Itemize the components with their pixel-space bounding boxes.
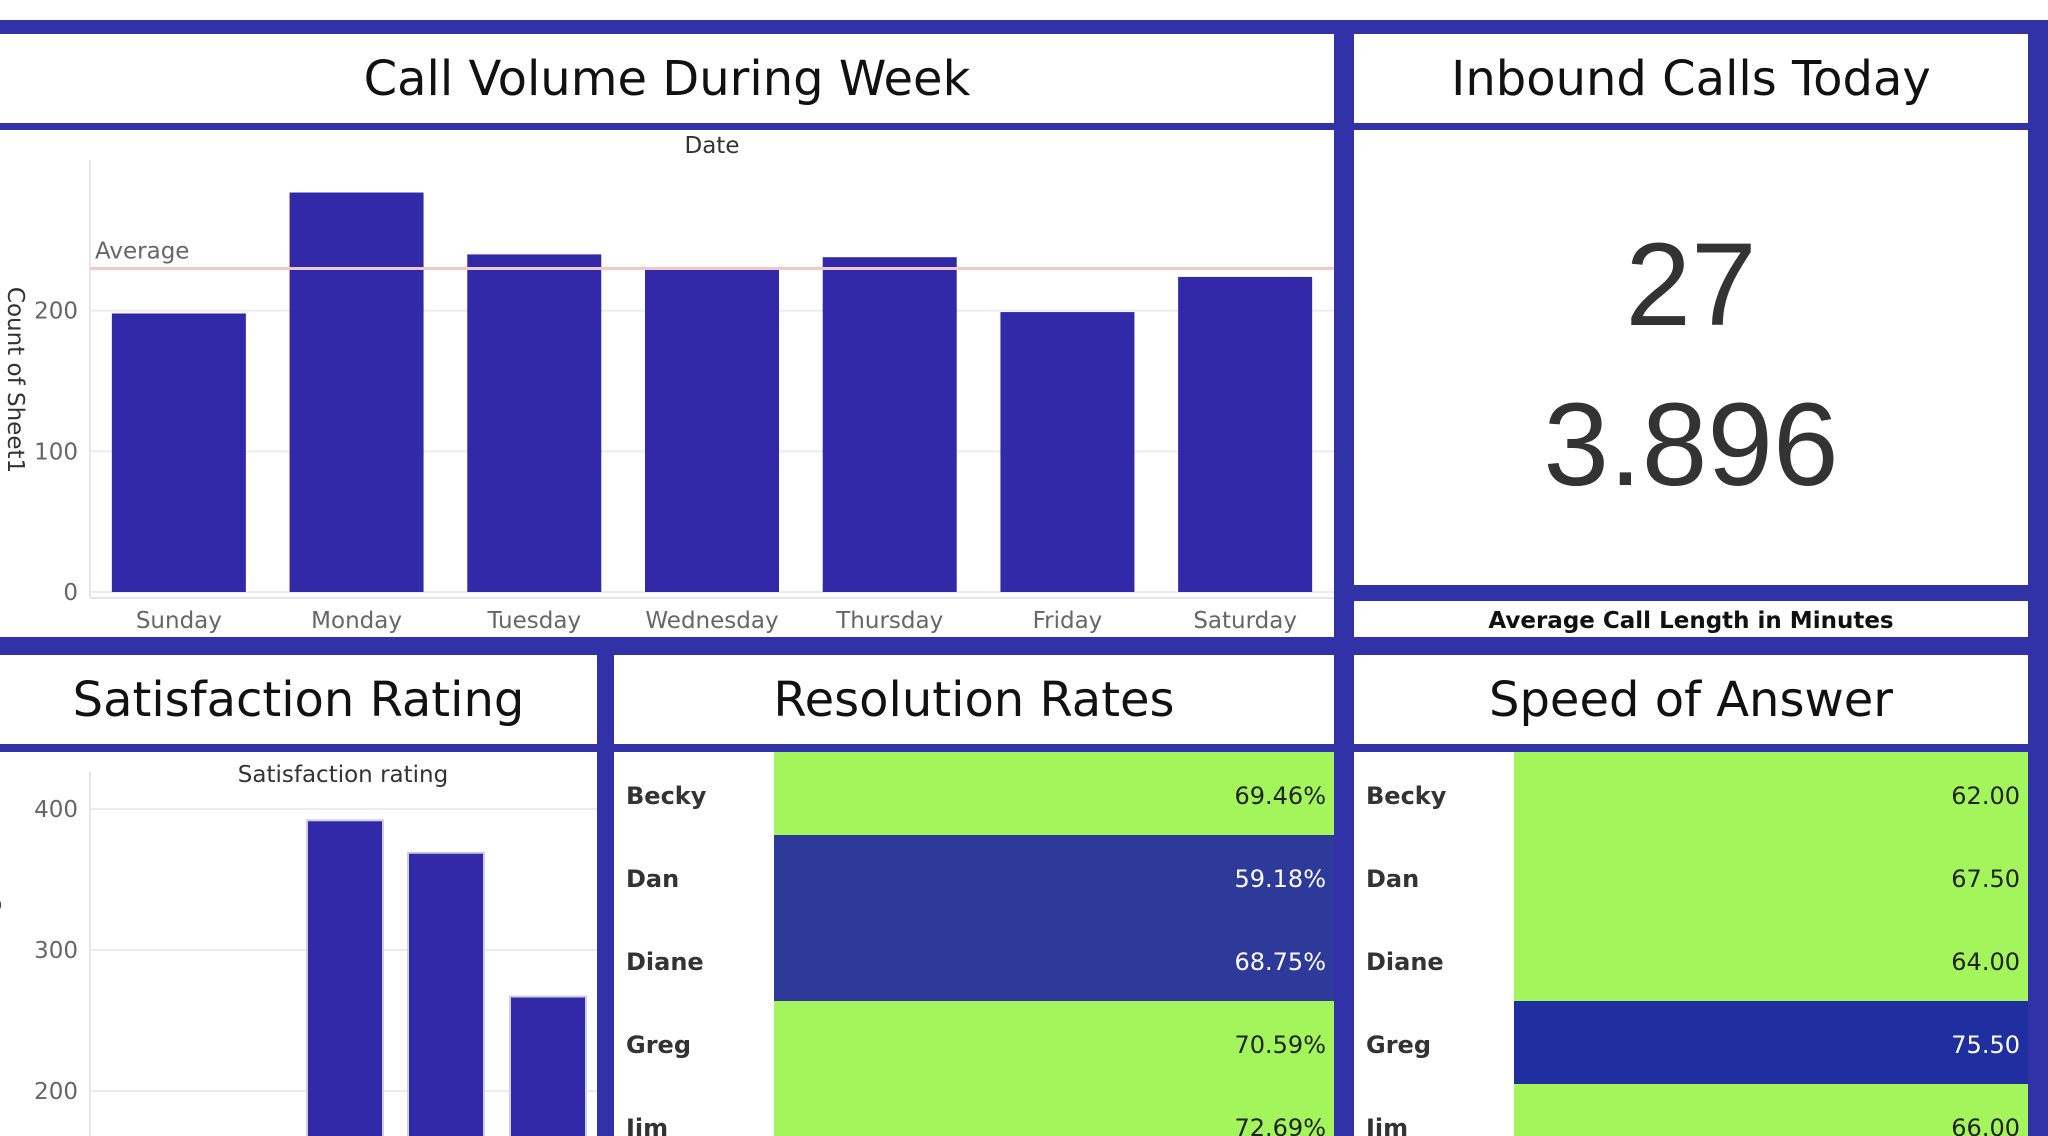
frame-right-bottom (2028, 655, 2048, 1136)
heatmap-row: 69.46% Becky (614, 752, 1334, 835)
frame-top (0, 20, 2048, 34)
heatmap-value: 62.00 (1951, 782, 2020, 810)
x-tick-label: Tuesday (486, 608, 581, 634)
satisfaction-chart: Satisfaction rating 200 300 400 Satisfaction… (0, 762, 597, 1136)
inbound-calls-title: Inbound Calls Today (1354, 34, 2028, 123)
y-tick-label: 300 (34, 938, 78, 964)
title-underline-bottom (0, 744, 2048, 752)
inbound-calls-value: 27 (1625, 219, 1757, 351)
x-axis-title: Satisfaction rating (238, 762, 448, 788)
bar-thursday (822, 257, 957, 592)
bar-sunday (111, 313, 246, 592)
heatmap-value: 67.50 (1951, 865, 2020, 893)
satisfaction-title: Satisfaction Rating (0, 655, 597, 744)
heatmap-cell: 64.00 (1514, 918, 2028, 1001)
y-tick-label: 200 (34, 1079, 78, 1105)
heatmap-value: 75.50 (1951, 1031, 2020, 1059)
resolution-title: Resolution Rates (614, 655, 1334, 744)
heatmap-row-label: Diane (626, 948, 704, 976)
x-axis-title: Date (685, 133, 740, 159)
title-underline-call-volume (0, 123, 1334, 130)
x-tick-label: Sunday (136, 608, 222, 634)
y-tick-label: 400 (34, 797, 78, 823)
title-underline-inbound (1354, 123, 2028, 130)
heatmap-cell: 72.69% (774, 1084, 1334, 1136)
heatmap-row-label: Jim (626, 1114, 669, 1136)
heatmap-cell: 62.00 (1514, 752, 2028, 835)
bar-saturday (1178, 276, 1313, 592)
heatmap-row: 72.69% Jim (614, 1084, 1334, 1136)
frame-divider-vertical (1334, 20, 1354, 1136)
x-tick-label: Thursday (835, 608, 943, 634)
bar-wednesday (645, 268, 779, 592)
heatmap-row: 67.50 Dan (1354, 835, 2028, 918)
heatmap-row-label: Greg (626, 1031, 691, 1059)
average-call-length-label: Average Call Length in Minutes (1488, 608, 1894, 634)
heatmap-value: 66.00 (1951, 1114, 2020, 1136)
heatmap-row: 66.00 Jim (1354, 1084, 2028, 1136)
resolution-heatmap: 69.46% Becky 59.18% Dan 68.75% Diane 70.59% Gre… (614, 752, 1334, 1136)
heatmap-cell: 69.46% (774, 752, 1334, 835)
x-tick-label: Saturday (1193, 608, 1297, 634)
satisfaction-bar (306, 819, 384, 1136)
y-tick-label: 0 (63, 580, 78, 606)
x-tick-label: Wednesday (645, 608, 778, 634)
y-axis-title: Count of Sheet1 (2, 287, 28, 473)
heatmap-cell: 75.50 (1514, 1001, 2028, 1084)
heatmap-row-label: Dan (1366, 865, 1420, 893)
heatmap-row: 64.00 Diane (1354, 918, 2028, 1001)
speed-heatmap: 62.00 Becky 67.50 Dan 64.00 Diane 75.50 Greg 66.… (1354, 752, 2028, 1136)
x-tick-label: Friday (1033, 608, 1103, 634)
heatmap-row: 75.50 Greg (1354, 1001, 2028, 1084)
bar-tuesday (467, 254, 602, 592)
heatmap-row: 59.18% Dan (614, 835, 1334, 918)
heatmap-value: 70.59% (1234, 1031, 1326, 1059)
frame-right (2028, 20, 2048, 650)
heatmap-row-label: Greg (1366, 1031, 1431, 1059)
bar-monday (289, 192, 424, 593)
x-tick-label: Monday (311, 608, 402, 634)
satisfaction-bar (407, 851, 485, 1136)
heatmap-row-label: Becky (626, 782, 707, 810)
call-volume-title: Call Volume During Week (0, 34, 1334, 123)
heatmap-row-label: Dan (626, 865, 680, 893)
heatmap-row: 68.75% Diane (614, 918, 1334, 1001)
heatmap-row-label: Diane (1366, 948, 1444, 976)
heatmap-cell: 59.18% (774, 835, 1334, 918)
heatmap-row-label: Becky (1366, 782, 1447, 810)
heatmap-value: 72.69% (1234, 1114, 1326, 1136)
y-tick-label: 200 (34, 299, 78, 325)
y-axis-title: Satisfaction rating (0, 897, 2, 1107)
heatmap-value: 69.46% (1234, 782, 1326, 810)
satisfaction-bar (509, 995, 587, 1136)
heatmap-row-label: Jim (1366, 1114, 1409, 1136)
y-tick-label: 100 (34, 439, 78, 465)
heatmap-cell: 68.75% (774, 918, 1334, 1001)
kpi-separator (1354, 585, 2028, 601)
heatmap-cell: 66.00 (1514, 1084, 2028, 1136)
heatmap-cell: 67.50 (1514, 835, 2028, 918)
heatmap-value: 68.75% (1234, 948, 1326, 976)
average-line-label: Average (95, 238, 189, 264)
heatmap-row: 62.00 Becky (1354, 752, 2028, 835)
heatmap-value: 64.00 (1951, 948, 2020, 976)
frame-divider-satisfaction (597, 655, 614, 1136)
heatmap-cell: 70.59% (774, 1001, 1334, 1084)
bar-friday (1000, 312, 1135, 592)
heatmap-row: 70.59% Greg (614, 1001, 1334, 1084)
speed-title: Speed of Answer (1354, 655, 2028, 744)
frame-divider-horizontal (0, 637, 2048, 655)
heatmap-value: 59.18% (1234, 865, 1326, 893)
average-call-length-value: 3.896 (1543, 379, 1839, 511)
